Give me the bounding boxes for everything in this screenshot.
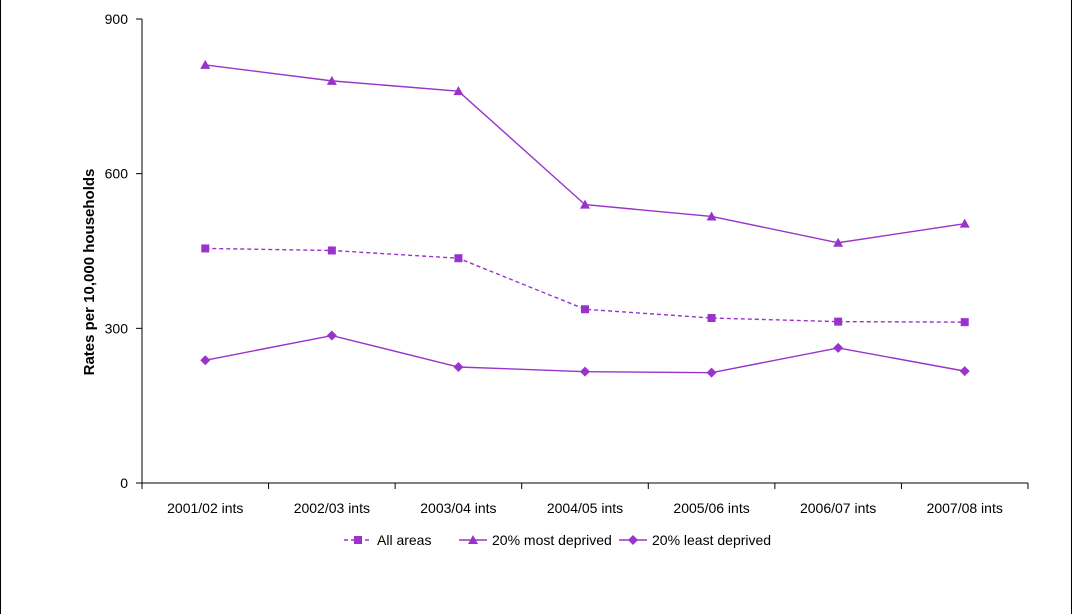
y-tick-label: 900 — [105, 11, 129, 27]
data-point — [581, 305, 589, 314]
legend-item: 20% least deprived — [619, 532, 771, 548]
x-tick-label: 2005/06 ints — [673, 500, 749, 516]
data-point — [834, 317, 843, 326]
y-tick-label: 600 — [105, 166, 129, 182]
x-tick-label: 2001/02 ints — [167, 500, 243, 516]
data-point — [959, 218, 970, 228]
legend: All areas 20% most deprived 20% least depr… — [344, 532, 771, 548]
y-axis: 0 300 600 900 — [105, 11, 143, 491]
legend-label: 20% least deprived — [652, 532, 771, 548]
series-20-most-deprived — [200, 59, 970, 247]
data-point — [453, 86, 464, 96]
y-tick-label: 0 — [120, 475, 128, 491]
x-tick-label: 2002/03 ints — [294, 500, 370, 516]
data-point — [200, 355, 211, 366]
data-point — [200, 59, 211, 69]
series-line — [205, 64, 965, 244]
legend-marker — [354, 536, 362, 544]
data-point — [327, 246, 336, 255]
y-tick-label: 300 — [105, 320, 129, 336]
data-point — [326, 75, 337, 85]
data-point — [454, 254, 463, 263]
data-point — [580, 199, 590, 209]
data-point — [833, 237, 844, 247]
x-tick-label: 2007/08 ints — [927, 500, 1003, 516]
data-point — [960, 318, 969, 327]
series-layer — [200, 59, 970, 378]
x-axis: 2001/02 ints 2002/03 ints 2003/04 ints 2004… — [141, 482, 1029, 516]
x-tick-label: 2006/07 ints — [800, 500, 876, 516]
data-point — [201, 244, 210, 253]
data-point — [706, 211, 717, 221]
data-point — [707, 314, 716, 323]
legend-item: 20% most deprived — [459, 532, 612, 548]
data-point — [453, 362, 464, 372]
data-point — [706, 367, 717, 378]
data-point — [959, 366, 970, 377]
data-point — [833, 342, 844, 353]
series-all-areas — [201, 244, 969, 327]
legend-label: 20% most deprived — [492, 532, 612, 548]
legend-marker — [468, 535, 478, 544]
data-point — [326, 330, 337, 341]
x-tick-label: 2004/05 ints — [547, 500, 623, 516]
series-20-least-deprived — [200, 330, 970, 378]
data-point — [580, 366, 590, 377]
y-axis-label: Rates per 10,000 households — [81, 169, 98, 376]
x-tick-label: 2003/04 ints — [420, 500, 496, 516]
legend-marker — [628, 535, 638, 545]
legend-item: All areas — [344, 532, 431, 548]
legend-label: All areas — [377, 532, 431, 548]
